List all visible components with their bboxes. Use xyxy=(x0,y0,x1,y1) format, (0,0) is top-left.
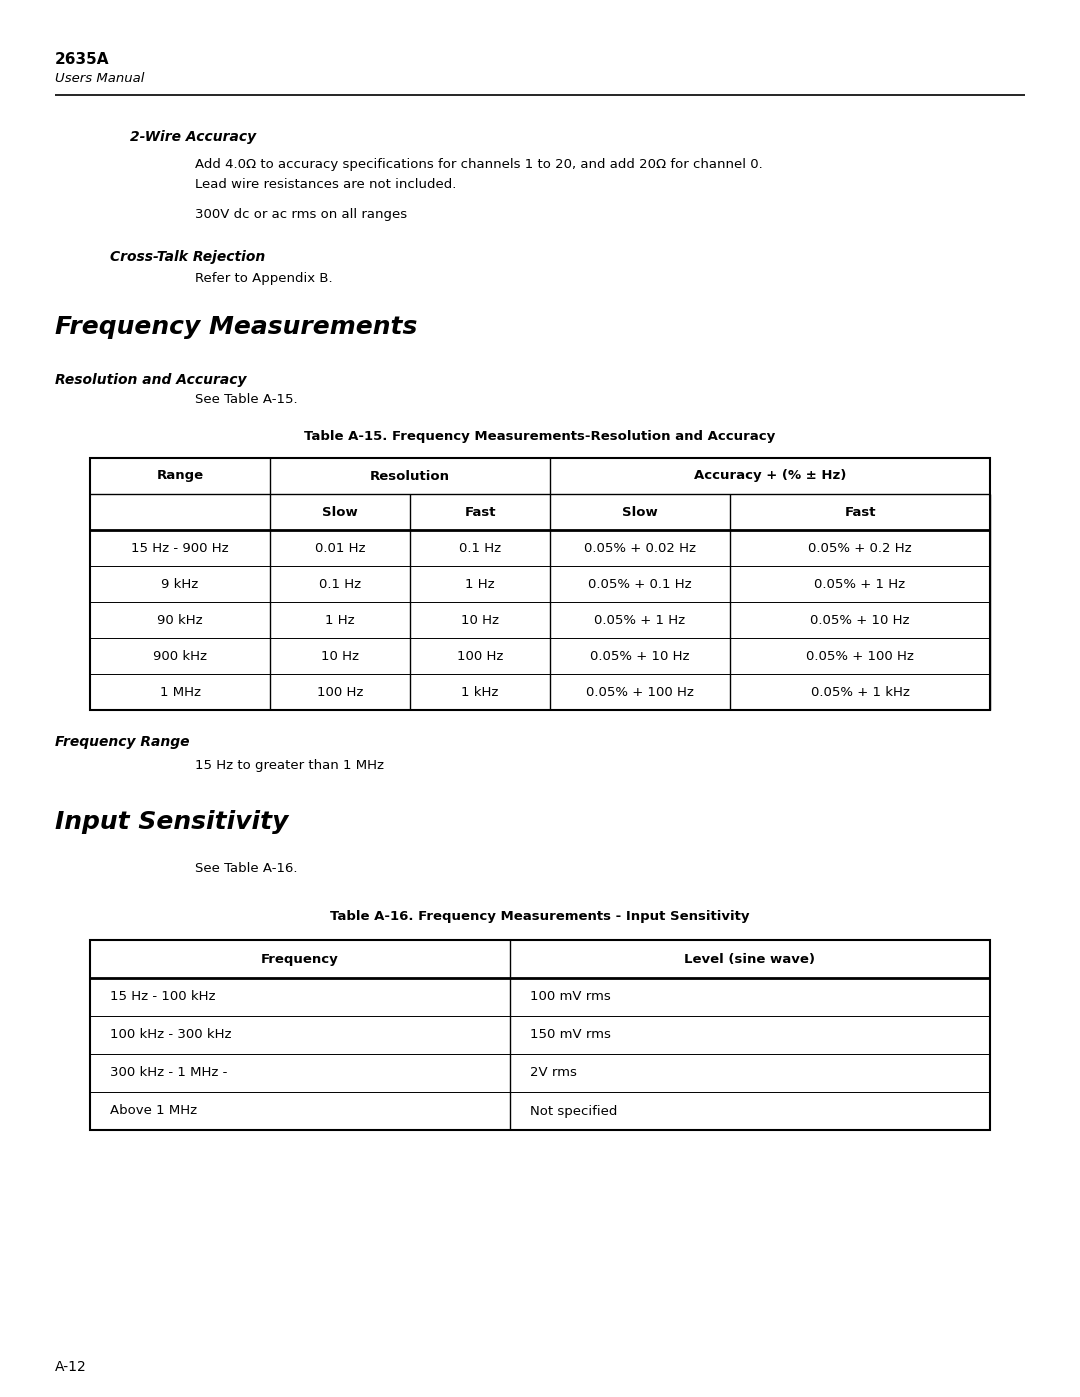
Text: Input Sensitivity: Input Sensitivity xyxy=(55,810,288,834)
Text: 1 MHz: 1 MHz xyxy=(160,686,201,698)
Text: Lead wire resistances are not included.: Lead wire resistances are not included. xyxy=(195,177,457,191)
Text: 90 kHz: 90 kHz xyxy=(158,613,203,626)
Text: Users Manual: Users Manual xyxy=(55,73,145,85)
Text: 0.05% + 100 Hz: 0.05% + 100 Hz xyxy=(806,650,914,662)
Text: 0.05% + 100 Hz: 0.05% + 100 Hz xyxy=(586,686,694,698)
Text: Above 1 MHz: Above 1 MHz xyxy=(110,1105,198,1118)
Text: Range: Range xyxy=(157,469,203,482)
Text: 9 kHz: 9 kHz xyxy=(161,577,199,591)
Text: Level (sine wave): Level (sine wave) xyxy=(685,953,815,965)
Text: 1 Hz: 1 Hz xyxy=(325,613,355,626)
Text: See Table A-15.: See Table A-15. xyxy=(195,393,298,407)
Text: Add 4.0Ω to accuracy specifications for channels 1 to 20, and add 20Ω for channe: Add 4.0Ω to accuracy specifications for … xyxy=(195,158,762,170)
Text: Cross-Talk Rejection: Cross-Talk Rejection xyxy=(110,250,266,264)
Text: 0.05% + 1 Hz: 0.05% + 1 Hz xyxy=(814,577,905,591)
Text: Not specified: Not specified xyxy=(530,1105,618,1118)
Text: Fast: Fast xyxy=(464,506,496,518)
Text: See Table A-16.: See Table A-16. xyxy=(195,862,297,875)
Text: 0.05% + 0.1 Hz: 0.05% + 0.1 Hz xyxy=(589,577,692,591)
Bar xyxy=(90,940,990,1130)
Text: Frequency Range: Frequency Range xyxy=(55,735,189,749)
Text: Frequency: Frequency xyxy=(261,953,339,965)
Text: 150 mV rms: 150 mV rms xyxy=(530,1028,611,1042)
Text: 100 kHz - 300 kHz: 100 kHz - 300 kHz xyxy=(110,1028,231,1042)
Text: 0.01 Hz: 0.01 Hz xyxy=(314,542,365,555)
Text: A-12: A-12 xyxy=(55,1361,86,1375)
Text: Resolution and Accuracy: Resolution and Accuracy xyxy=(55,373,246,387)
Text: 10 Hz: 10 Hz xyxy=(321,650,359,662)
Text: 300 kHz - 1 MHz -: 300 kHz - 1 MHz - xyxy=(110,1066,228,1080)
Text: 100 Hz: 100 Hz xyxy=(316,686,363,698)
Text: Slow: Slow xyxy=(322,506,357,518)
Text: Accuracy + (% ± Hz): Accuracy + (% ± Hz) xyxy=(693,469,847,482)
Text: 0.05% + 10 Hz: 0.05% + 10 Hz xyxy=(591,650,690,662)
Text: 2-Wire Accuracy: 2-Wire Accuracy xyxy=(130,130,256,144)
Text: Fast: Fast xyxy=(845,506,876,518)
Text: 0.05% + 1 Hz: 0.05% + 1 Hz xyxy=(594,613,686,626)
Text: 10 Hz: 10 Hz xyxy=(461,613,499,626)
Text: Table A-15. Frequency Measurements-Resolution and Accuracy: Table A-15. Frequency Measurements-Resol… xyxy=(305,430,775,443)
Text: 1 Hz: 1 Hz xyxy=(465,577,495,591)
Text: 100 mV rms: 100 mV rms xyxy=(530,990,611,1003)
Text: Table A-16. Frequency Measurements - Input Sensitivity: Table A-16. Frequency Measurements - Inp… xyxy=(330,909,750,923)
Text: 0.05% + 0.2 Hz: 0.05% + 0.2 Hz xyxy=(808,542,912,555)
Text: 0.05% + 1 kHz: 0.05% + 1 kHz xyxy=(811,686,909,698)
Text: Resolution: Resolution xyxy=(370,469,450,482)
Text: 0.05% + 0.02 Hz: 0.05% + 0.02 Hz xyxy=(584,542,696,555)
Text: 0.05% + 10 Hz: 0.05% + 10 Hz xyxy=(810,613,909,626)
Text: 100 Hz: 100 Hz xyxy=(457,650,503,662)
Text: Refer to Appendix B.: Refer to Appendix B. xyxy=(195,272,333,285)
Text: 1 kHz: 1 kHz xyxy=(461,686,499,698)
Text: 300V dc or ac rms on all ranges: 300V dc or ac rms on all ranges xyxy=(195,208,407,221)
Text: 15 Hz to greater than 1 MHz: 15 Hz to greater than 1 MHz xyxy=(195,759,384,773)
Text: 0.1 Hz: 0.1 Hz xyxy=(319,577,361,591)
Text: 0.1 Hz: 0.1 Hz xyxy=(459,542,501,555)
Bar xyxy=(90,458,990,710)
Text: 2V rms: 2V rms xyxy=(530,1066,577,1080)
Text: 2635A: 2635A xyxy=(55,52,109,67)
Text: Frequency Measurements: Frequency Measurements xyxy=(55,314,417,339)
Text: 15 Hz - 900 Hz: 15 Hz - 900 Hz xyxy=(131,542,229,555)
Text: 900 kHz: 900 kHz xyxy=(153,650,207,662)
Text: Slow: Slow xyxy=(622,506,658,518)
Text: 15 Hz - 100 kHz: 15 Hz - 100 kHz xyxy=(110,990,216,1003)
